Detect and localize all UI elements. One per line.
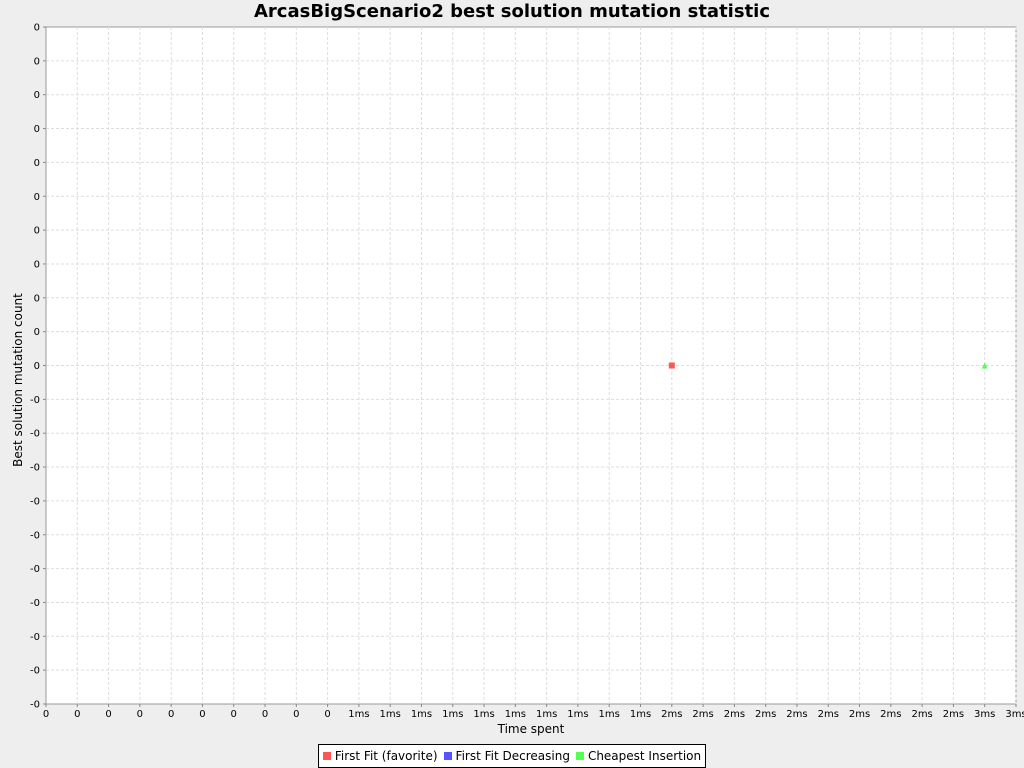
y-tick-label: -0 bbox=[30, 666, 40, 677]
y-tick-label: -0 bbox=[30, 700, 40, 711]
x-tick-label: 0 bbox=[74, 709, 80, 720]
x-tick-label: 1ms bbox=[380, 709, 401, 720]
y-tick-label: -0 bbox=[30, 496, 40, 507]
y-tick-label: 0 bbox=[34, 361, 40, 372]
data-point-series-2 bbox=[981, 362, 988, 369]
x-tick-label: 0 bbox=[43, 709, 49, 720]
legend-label: Cheapest Insertion bbox=[587, 749, 702, 763]
y-tick-label: 0 bbox=[34, 226, 40, 237]
x-tick-label: 2ms bbox=[786, 709, 807, 720]
x-tick-label: 1ms bbox=[505, 709, 526, 720]
x-tick-label: 1ms bbox=[442, 709, 463, 720]
x-axis-ticks: 0 0 0 0 0 0 0 0 0 0 1ms 1ms 1ms 1ms 1ms 1ms 1ms 1ms 1ms 1ms… bbox=[43, 704, 1024, 720]
grid-lines bbox=[46, 27, 1017, 704]
chart-title: ArcasBigScenario2 best solution mutation… bbox=[253, 1, 771, 22]
x-tick-label: 2ms bbox=[692, 709, 713, 720]
y-tick-label: -0 bbox=[30, 429, 40, 440]
x-tick-label: 0 bbox=[262, 709, 268, 720]
x-tick-label: 1ms bbox=[630, 709, 651, 720]
y-tick-label: -0 bbox=[30, 463, 40, 474]
y-tick-label: 0 bbox=[34, 90, 40, 101]
x-tick-label: 2ms bbox=[661, 709, 682, 720]
x-tick-label: 2ms bbox=[755, 709, 776, 720]
y-tick-label: 0 bbox=[34, 192, 40, 203]
legend-item: Cheapest Insertion bbox=[575, 749, 702, 763]
x-tick-label: 2ms bbox=[849, 709, 870, 720]
x-tick-label: 1ms bbox=[536, 709, 557, 720]
y-tick-label: 0 bbox=[34, 124, 40, 135]
x-tick-label: 2ms bbox=[880, 709, 901, 720]
x-tick-label: 0 bbox=[199, 709, 205, 720]
x-tick-label: 2ms bbox=[911, 709, 932, 720]
legend-swatch bbox=[322, 752, 331, 760]
x-tick-label: 2ms bbox=[943, 709, 964, 720]
legend-item: First Fit (favorite) bbox=[322, 749, 438, 763]
x-tick-label: 1ms bbox=[411, 709, 432, 720]
x-tick-label: 1ms bbox=[599, 709, 620, 720]
legend-label: First Fit Decreasing bbox=[455, 749, 570, 763]
x-tick-label: 0 bbox=[168, 709, 174, 720]
x-tick-label: 0 bbox=[137, 709, 143, 720]
x-tick-label: 0 bbox=[293, 709, 299, 720]
x-axis-label: Time spent bbox=[497, 722, 565, 736]
y-tick-label: 0 bbox=[34, 293, 40, 304]
y-tick-label: 0 bbox=[34, 56, 40, 67]
legend: First Fit (favorite) First Fit Decreasing… bbox=[0, 744, 1024, 768]
y-axis-label: Best solution mutation count bbox=[11, 293, 25, 467]
legend-item: First Fit Decreasing bbox=[443, 749, 570, 763]
x-tick-label: 2ms bbox=[818, 709, 839, 720]
x-tick-label: 3ms bbox=[974, 709, 995, 720]
data-points bbox=[668, 362, 988, 369]
y-tick-label: 0 bbox=[34, 259, 40, 270]
x-tick-label: 0 bbox=[324, 709, 330, 720]
legend-swatch bbox=[443, 752, 452, 760]
y-tick-label: 0 bbox=[34, 23, 40, 34]
y-tick-label: -0 bbox=[30, 530, 40, 541]
y-tick-label: -0 bbox=[30, 632, 40, 643]
legend-label: First Fit (favorite) bbox=[334, 749, 438, 763]
x-tick-label: 0 bbox=[231, 709, 237, 720]
x-tick-label: 3ms bbox=[1005, 709, 1024, 720]
y-tick-label: -0 bbox=[30, 395, 40, 406]
data-point-series-0 bbox=[668, 362, 675, 369]
y-tick-label: 0 bbox=[34, 327, 40, 338]
y-tick-label: -0 bbox=[30, 598, 40, 609]
x-tick-label: 1ms bbox=[473, 709, 494, 720]
legend-swatch bbox=[575, 752, 584, 760]
x-tick-label: 2ms bbox=[724, 709, 745, 720]
x-tick-label: 0 bbox=[105, 709, 111, 720]
x-tick-label: 1ms bbox=[567, 709, 588, 720]
y-axis-ticks: 0 0 0 0 0 0 0 0 0 0 0 -0 -0 -0 -0 -0 -0 -0 -0 -0 -0 bbox=[30, 23, 46, 711]
legend-box: First Fit (favorite) First Fit Decreasing… bbox=[317, 744, 707, 768]
y-tick-label: 0 bbox=[34, 158, 40, 169]
x-tick-label: 1ms bbox=[348, 709, 369, 720]
y-tick-label: -0 bbox=[30, 564, 40, 575]
